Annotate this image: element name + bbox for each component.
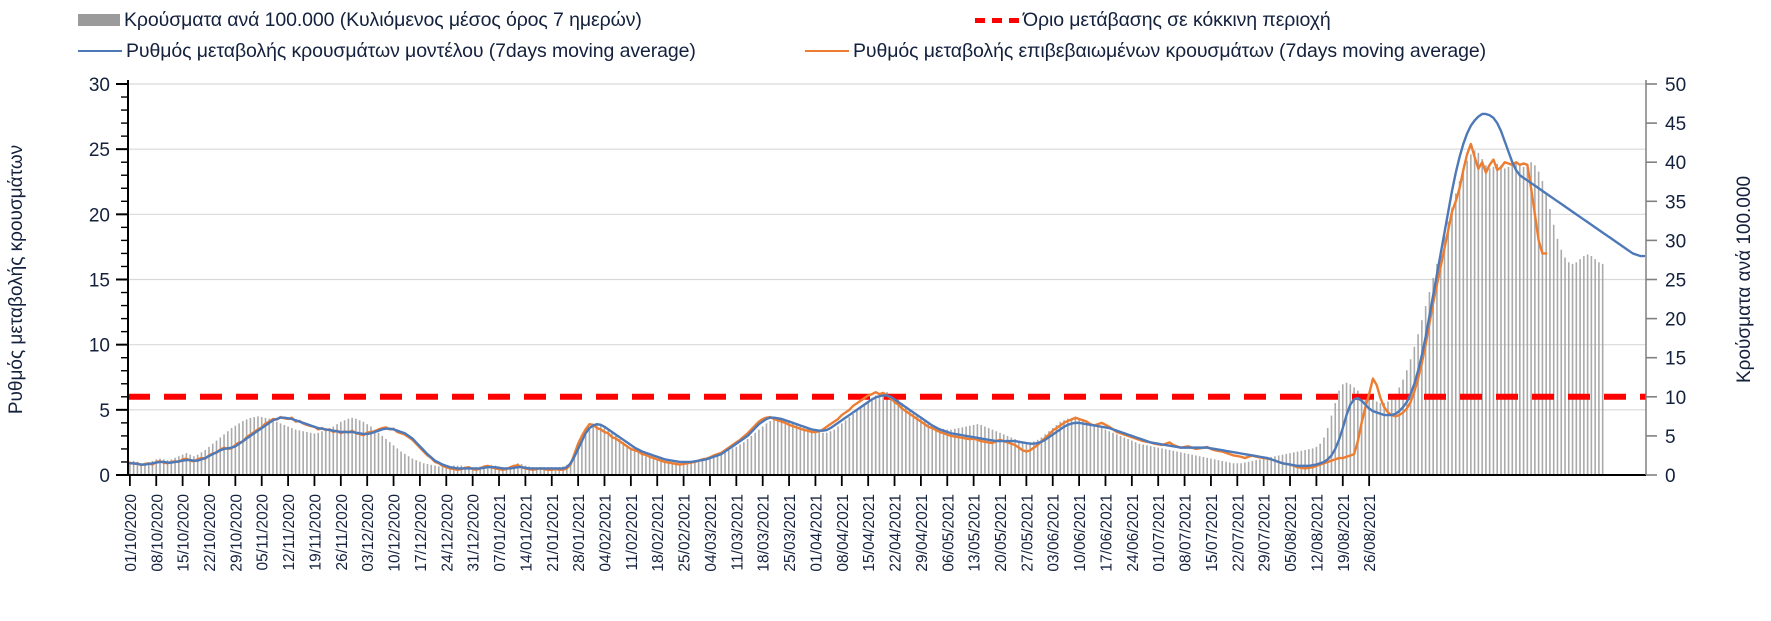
legend-item-red-zone-threshold[interactable]: Όριο μετάβασης σε κόκκινη περιοχή: [975, 10, 1331, 30]
svg-text:08/07/2021: 08/07/2021: [1178, 494, 1195, 572]
svg-text:5: 5: [99, 401, 110, 422]
svg-text:29/07/2021: 29/07/2021: [1257, 494, 1274, 572]
legend-label-red-zone-threshold: Όριο μετάβασης σε κόκκινη περιοχή: [1023, 9, 1331, 31]
line-series-confirmed: [128, 142, 1548, 471]
legend-label-cases-per-100k: Κρούσματα ανά 100.000 (Κυλιόμενος μέσος …: [124, 9, 642, 31]
svg-text:18/03/2021: 18/03/2021: [756, 494, 773, 572]
svg-text:08/10/2020: 08/10/2020: [149, 494, 166, 572]
svg-text:01/04/2021: 01/04/2021: [808, 494, 825, 572]
svg-text:14/01/2021: 14/01/2021: [518, 494, 535, 572]
svg-text:29/10/2020: 29/10/2020: [228, 494, 245, 572]
svg-text:17/06/2021: 17/06/2021: [1098, 494, 1115, 572]
svg-text:27/05/2021: 27/05/2021: [1019, 494, 1036, 572]
svg-text:25: 25: [89, 140, 110, 161]
svg-text:03/06/2021: 03/06/2021: [1046, 494, 1063, 572]
orange-line-swatch-icon: [805, 50, 849, 52]
svg-text:24/12/2020: 24/12/2020: [439, 494, 456, 572]
svg-text:29/04/2021: 29/04/2021: [914, 494, 931, 572]
svg-text:22/07/2021: 22/07/2021: [1230, 494, 1247, 572]
svg-text:18/02/2021: 18/02/2021: [650, 494, 667, 572]
svg-text:15/10/2020: 15/10/2020: [176, 494, 193, 572]
svg-text:20: 20: [1665, 310, 1686, 331]
svg-text:31/12/2020: 31/12/2020: [466, 494, 483, 572]
x-axis: 01/10/2020 08/10/2020 15/10/2020 22/10/2020…: [123, 475, 1379, 572]
svg-text:40: 40: [1665, 153, 1686, 174]
svg-text:15/04/2021: 15/04/2021: [861, 494, 878, 572]
svg-text:25/03/2021: 25/03/2021: [782, 494, 799, 572]
svg-text:11/02/2021: 11/02/2021: [624, 494, 641, 570]
svg-text:10/12/2020: 10/12/2020: [387, 494, 404, 572]
svg-text:21/01/2021: 21/01/2021: [545, 494, 562, 572]
svg-text:22/10/2020: 22/10/2020: [202, 494, 219, 572]
svg-text:5: 5: [1665, 427, 1676, 448]
svg-text:28/01/2021: 28/01/2021: [571, 494, 588, 572]
chart-legend: Κρούσματα ανά 100.000 (Κυλιόμενος μέσος …: [0, 0, 1771, 68]
svg-text:01/07/2021: 01/07/2021: [1151, 494, 1168, 572]
svg-text:15/07/2021: 15/07/2021: [1204, 494, 1221, 572]
svg-text:50: 50: [1665, 75, 1686, 96]
svg-text:30: 30: [89, 75, 110, 96]
svg-text:26/11/2020: 26/11/2020: [334, 494, 351, 571]
svg-text:06/05/2021: 06/05/2021: [940, 494, 957, 572]
svg-text:12/11/2020: 12/11/2020: [281, 494, 298, 571]
y-axis-right: 0 5 10 15 20 25 30 35 40 45 50: [1646, 75, 1686, 487]
legend-item-confirmed-rate[interactable]: Ρυθμός μεταβολής επιβεβαιωμένων κρουσμάτ…: [805, 41, 1486, 61]
svg-text:25: 25: [1665, 271, 1686, 292]
red-dashed-swatch-icon: [975, 17, 1019, 23]
svg-text:05/11/2020: 05/11/2020: [255, 494, 272, 571]
svg-text:12/08/2021: 12/08/2021: [1309, 494, 1326, 572]
svg-text:25/02/2021: 25/02/2021: [677, 494, 694, 572]
svg-text:05/08/2021: 05/08/2021: [1283, 494, 1300, 572]
svg-text:10: 10: [1665, 388, 1686, 409]
legend-label-confirmed-rate: Ρυθμός μεταβολής επιβεβαιωμένων κρουσμάτ…: [853, 40, 1487, 62]
svg-text:24/06/2021: 24/06/2021: [1125, 494, 1142, 572]
legend-item-model-rate[interactable]: Ρυθμός μεταβολής κρουσμάτων μοντέλου (7d…: [78, 41, 696, 61]
svg-text:0: 0: [1665, 466, 1676, 487]
gridlines: [128, 83, 1646, 476]
svg-text:30: 30: [1665, 231, 1686, 252]
plot-area: 0 5 10 15 20 25 30 0 5 10 15 20 25 30 35 40 45 50 01/10/…: [0, 68, 1771, 621]
svg-text:19/08/2021: 19/08/2021: [1336, 494, 1353, 572]
svg-text:35: 35: [1665, 192, 1686, 213]
svg-text:10: 10: [89, 336, 110, 357]
line-series-model: [128, 112, 1646, 470]
svg-text:07/01/2021: 07/01/2021: [492, 494, 509, 572]
legend-label-model-rate: Ρυθμός μεταβολής κρουσμάτων μοντέλου (7d…: [126, 40, 696, 62]
y-axis-left-title: Ρυθμός μεταβολής κρουσμάτων: [6, 145, 27, 414]
svg-text:15: 15: [1665, 349, 1686, 370]
svg-text:15: 15: [89, 271, 110, 292]
legend-item-cases-per-100k[interactable]: Κρούσματα ανά 100.000 (Κυλιόμενος μέσος …: [78, 10, 642, 30]
svg-text:17/12/2020: 17/12/2020: [413, 494, 430, 572]
svg-text:19/11/2020: 19/11/2020: [307, 494, 324, 571]
blue-line-swatch-icon: [78, 50, 122, 52]
svg-text:20/05/2021: 20/05/2021: [993, 494, 1010, 572]
svg-text:20: 20: [89, 205, 110, 226]
y-axis-left: 0 5 10 15 20 25 30: [89, 75, 128, 487]
bar-swatch-icon: [78, 14, 120, 26]
svg-text:10/06/2021: 10/06/2021: [1072, 494, 1089, 572]
svg-text:13/05/2021: 13/05/2021: [967, 494, 984, 572]
svg-text:0: 0: [99, 466, 110, 487]
svg-text:04/03/2021: 04/03/2021: [703, 494, 720, 572]
svg-text:01/10/2020: 01/10/2020: [123, 494, 140, 572]
svg-text:11/03/2021: 11/03/2021: [729, 494, 746, 570]
y-axis-right-title: Κρούσματα ανά 100.000: [1734, 176, 1755, 383]
svg-text:26/08/2021: 26/08/2021: [1362, 494, 1379, 572]
svg-text:45: 45: [1665, 114, 1686, 135]
svg-text:04/02/2021: 04/02/2021: [597, 494, 614, 572]
svg-text:03/12/2020: 03/12/2020: [360, 494, 377, 572]
svg-text:22/04/2021: 22/04/2021: [888, 494, 905, 572]
chart-svg: 0 5 10 15 20 25 30 0 5 10 15 20 25 30 35 40 45 50 01/10/…: [6, 75, 1755, 572]
bar-series-cases: [129, 150, 1604, 475]
svg-text:08/04/2021: 08/04/2021: [835, 494, 852, 572]
